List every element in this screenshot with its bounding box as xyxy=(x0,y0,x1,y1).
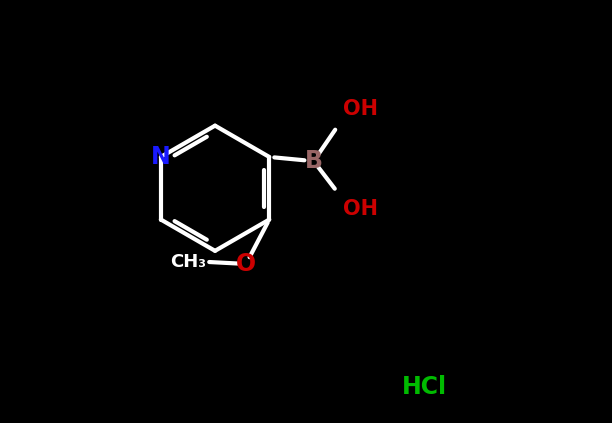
Text: OH: OH xyxy=(343,199,378,219)
Text: B: B xyxy=(305,149,323,173)
Text: N: N xyxy=(151,145,171,169)
Text: O: O xyxy=(236,252,256,276)
Text: CH₃: CH₃ xyxy=(170,253,206,271)
Text: HCl: HCl xyxy=(402,375,447,399)
Text: OH: OH xyxy=(343,99,378,119)
